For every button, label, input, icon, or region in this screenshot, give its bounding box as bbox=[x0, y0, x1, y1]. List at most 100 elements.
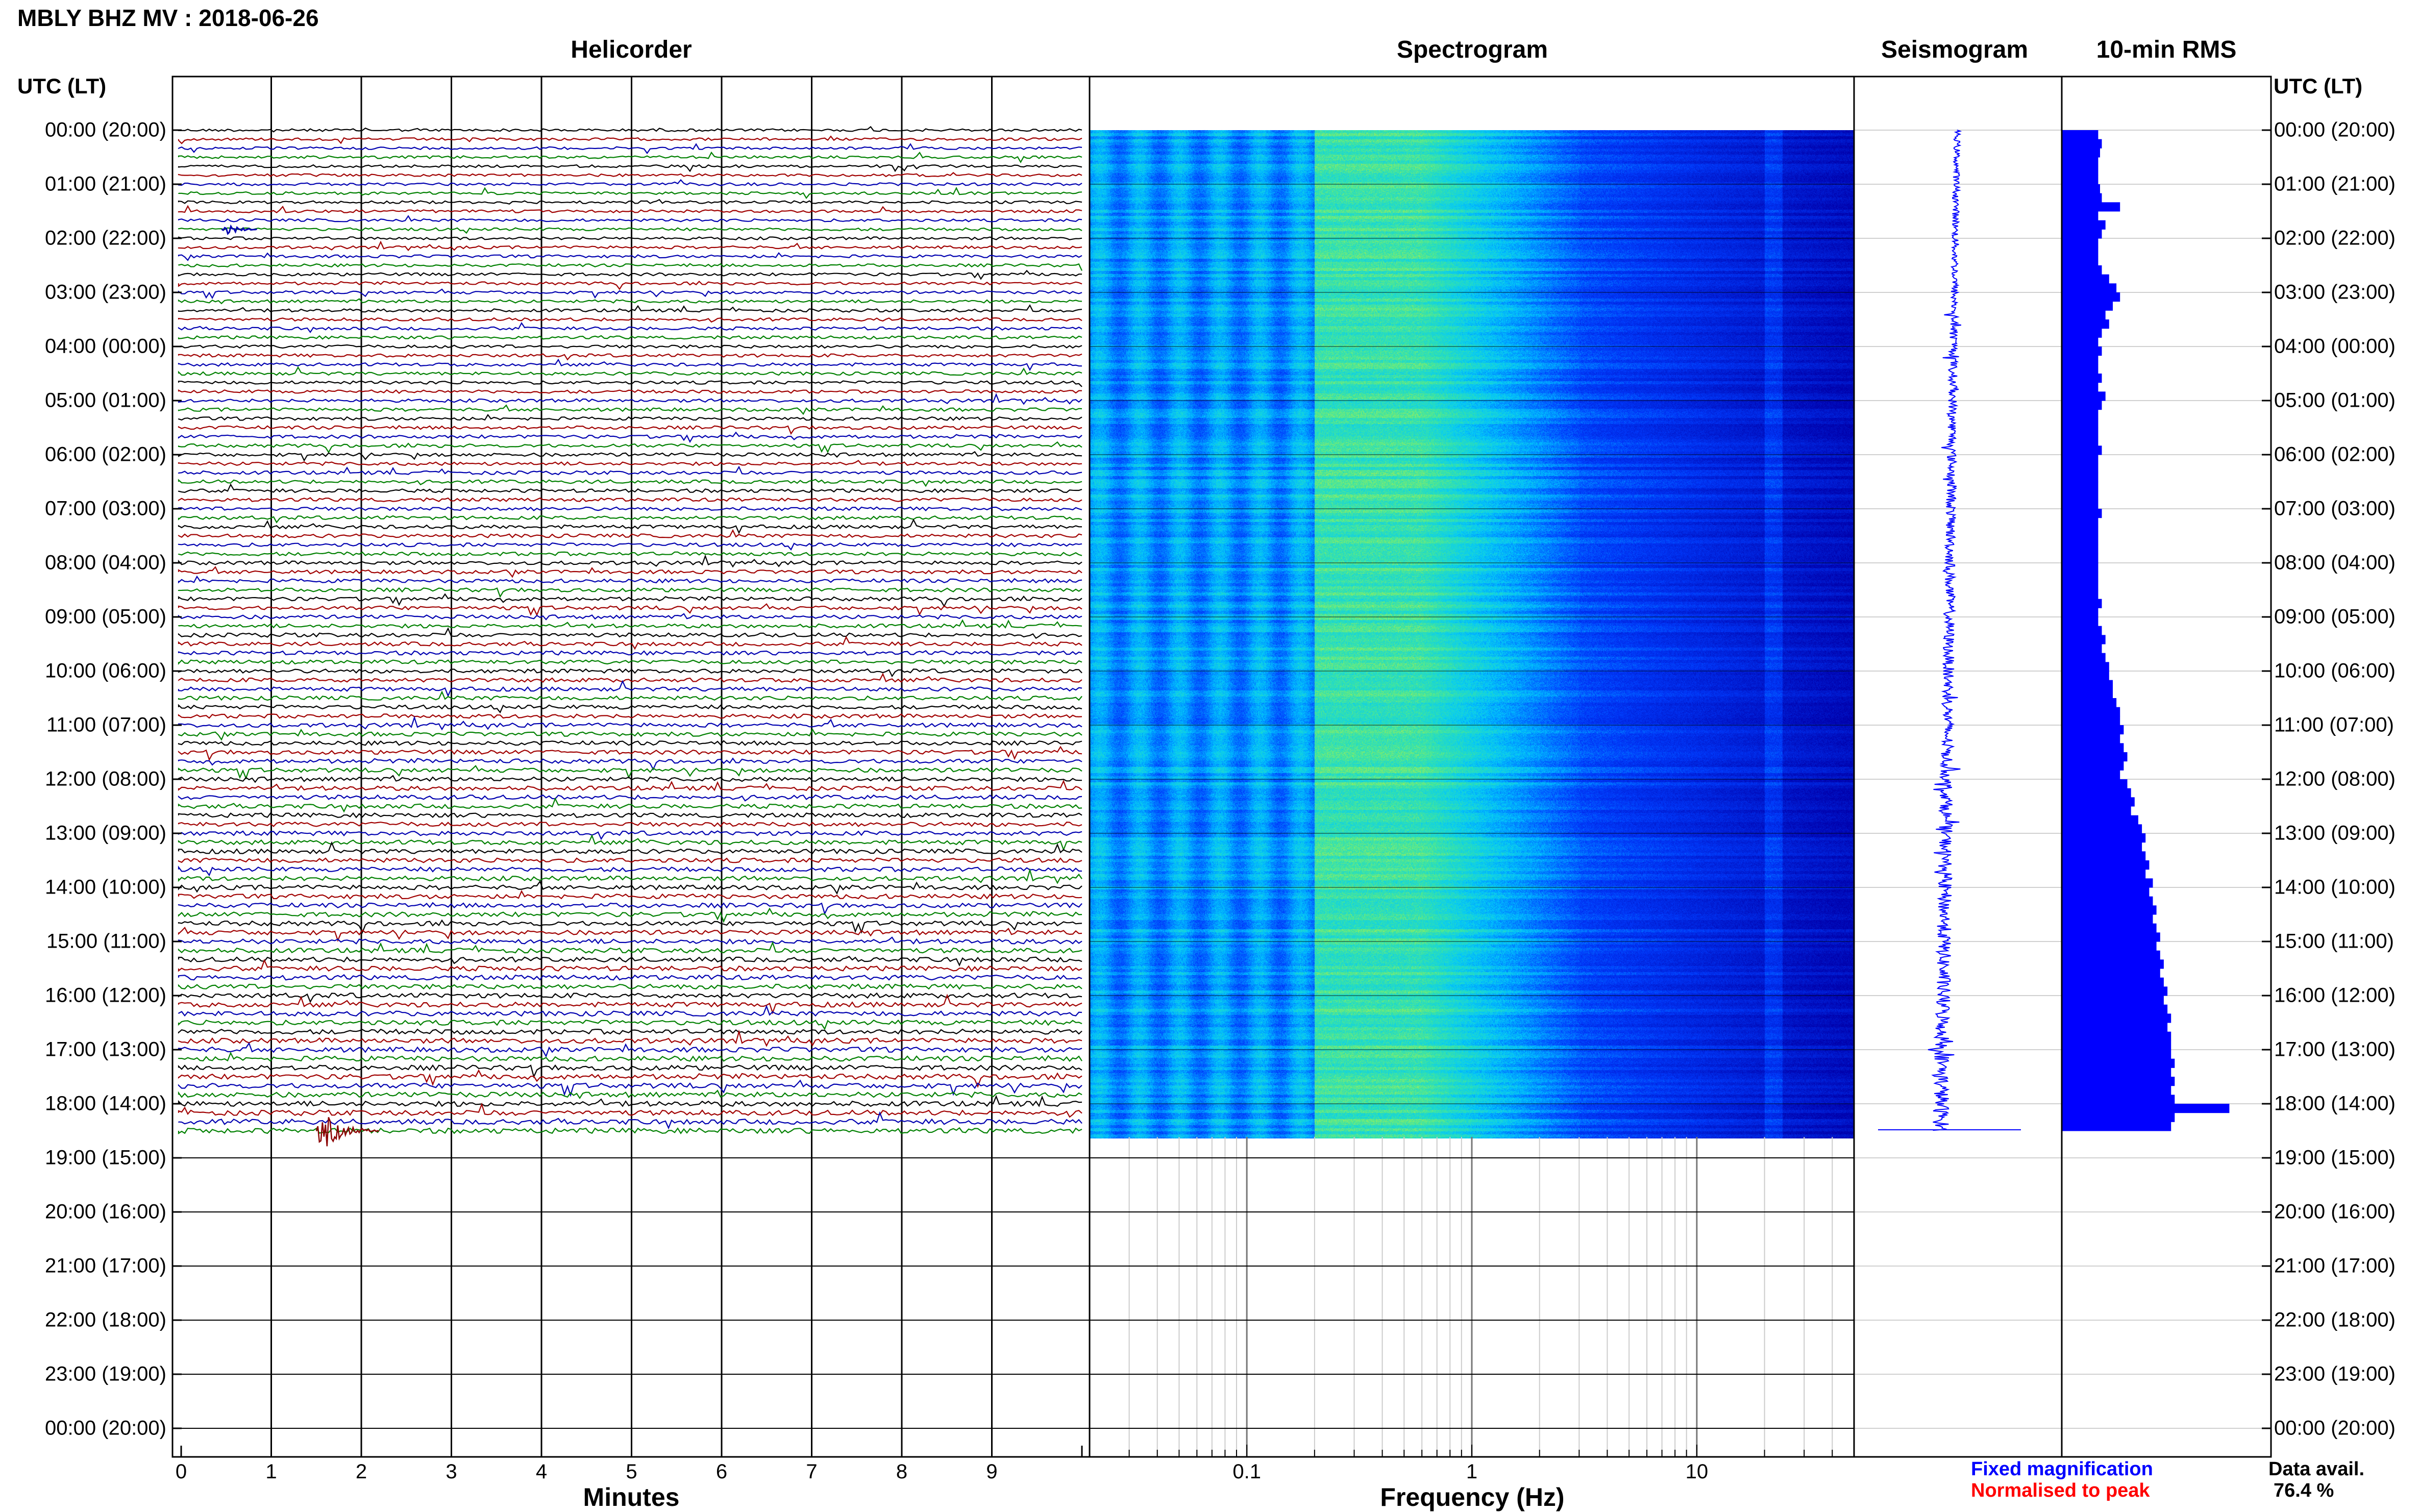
rms-bar bbox=[2062, 1013, 2171, 1023]
helicorder-trace bbox=[178, 673, 1082, 683]
helicorder-trace bbox=[178, 1079, 1082, 1097]
rms-bar bbox=[2062, 265, 2102, 275]
rms-bar bbox=[2062, 220, 2106, 230]
spectrogram-grid bbox=[1089, 184, 1855, 1457]
helicorder-trace bbox=[178, 1111, 1082, 1130]
time-label-right: 01:00 (21:00) bbox=[2274, 172, 2396, 195]
rms-bar bbox=[2062, 1104, 2230, 1113]
helicorder-trace bbox=[178, 199, 1082, 205]
time-label-left: 23:00 (19:00) bbox=[45, 1362, 166, 1385]
helicorder-trace bbox=[178, 186, 1082, 200]
rms-bar bbox=[2062, 653, 2106, 662]
legend-normalised-to-peak: Normalised to peak bbox=[1971, 1480, 2150, 1501]
helicorder-trace bbox=[178, 746, 1082, 761]
rms-bar bbox=[2062, 274, 2109, 284]
helicorder-trace bbox=[178, 451, 1082, 462]
helicorder-trace bbox=[178, 515, 1082, 524]
rms-bar bbox=[2062, 544, 2099, 554]
rms-bar bbox=[2062, 1095, 2175, 1104]
minutes-tick-label: 7 bbox=[806, 1460, 818, 1483]
minutes-tick-label: 3 bbox=[446, 1460, 457, 1483]
minutes-tick-label: 4 bbox=[535, 1460, 548, 1483]
rms-bar bbox=[2062, 689, 2113, 699]
helicorder-trace bbox=[178, 680, 1082, 698]
helicorder-trace bbox=[178, 425, 1082, 435]
rms-bar bbox=[2062, 409, 2099, 419]
helicorder-trace bbox=[178, 797, 1082, 813]
seismogram-trace bbox=[1854, 130, 2062, 1429]
rms-bar bbox=[2062, 346, 2102, 356]
helicorder-trace bbox=[178, 868, 1082, 884]
data-avail-value: 76.4 % bbox=[2274, 1480, 2334, 1501]
helicorder-trace bbox=[178, 404, 1082, 415]
helicorder-trace bbox=[178, 1069, 1082, 1088]
helicorder-trace bbox=[178, 280, 1082, 290]
time-label-right: 03:00 (23:00) bbox=[2274, 281, 2396, 304]
helicorder-trace bbox=[178, 506, 1082, 511]
time-label-left: 15:00 (11:00) bbox=[46, 930, 166, 953]
helicorder-trace bbox=[178, 1095, 1082, 1107]
helicorder-trace bbox=[178, 927, 1082, 942]
rms-bar bbox=[2062, 490, 2099, 500]
time-label-left: 18:00 (14:00) bbox=[45, 1092, 166, 1115]
rms-bar bbox=[2062, 797, 2135, 807]
rms-bar bbox=[2062, 617, 2099, 627]
time-label-left: 14:00 (10:00) bbox=[45, 876, 166, 899]
rms-bar bbox=[2062, 806, 2131, 816]
rms-bar bbox=[2062, 482, 2099, 491]
helicorder-trace bbox=[178, 298, 1082, 305]
time-label-right: 19:00 (15:00) bbox=[2274, 1146, 2396, 1169]
helicorder-trace bbox=[178, 483, 1082, 493]
minutes-tick-label: 5 bbox=[626, 1460, 637, 1483]
rms-bar bbox=[2062, 698, 2117, 708]
helicorder-trace bbox=[178, 830, 1082, 840]
rms-bar bbox=[2062, 130, 2099, 140]
utc-header-left: UTC (LT) bbox=[17, 74, 107, 98]
minutes-tick-label: 6 bbox=[715, 1460, 728, 1483]
time-label-right: 05:00 (01:00) bbox=[2274, 389, 2396, 412]
rms-bar bbox=[2062, 977, 2164, 987]
rms-bar bbox=[2062, 743, 2124, 753]
time-label-left: 00:00 (20:00) bbox=[45, 1417, 166, 1440]
rms-bar bbox=[2062, 301, 2113, 311]
helicorder-trace bbox=[178, 775, 1082, 783]
helicorder-trace bbox=[178, 518, 1082, 534]
helicorder-trace bbox=[178, 1064, 1082, 1079]
helicorder-trace bbox=[178, 983, 1082, 990]
helicorder-trace bbox=[178, 936, 1082, 945]
time-label-left: 04:00 (00:00) bbox=[45, 335, 166, 358]
helicorder-trace bbox=[178, 317, 1082, 323]
event-signal bbox=[221, 224, 257, 235]
rms-bar bbox=[2062, 1031, 2171, 1041]
rms-bar bbox=[2062, 184, 2100, 194]
helicorder-trace bbox=[178, 179, 1082, 186]
rms-bar bbox=[2062, 1112, 2175, 1122]
rms-title: 10-min RMS bbox=[2096, 36, 2237, 63]
helicorder-trace bbox=[178, 593, 1082, 608]
rms-bar bbox=[2062, 310, 2106, 320]
rms-bar bbox=[2062, 509, 2102, 518]
rms-bar bbox=[2062, 148, 2100, 158]
rms-bar bbox=[2062, 914, 2153, 924]
rms-bar bbox=[2062, 680, 2113, 689]
rms-bar bbox=[2062, 734, 2120, 743]
time-label-right: 17:00 (13:00) bbox=[2274, 1038, 2396, 1061]
helicorder-trace bbox=[178, 240, 1082, 252]
rms-bar bbox=[2062, 905, 2157, 915]
rms-bar bbox=[2062, 139, 2102, 148]
rms-bar bbox=[2062, 671, 2109, 681]
rms-bar bbox=[2062, 959, 2164, 969]
time-label-right: 06:00 (02:00) bbox=[2274, 443, 2396, 466]
rms-bar bbox=[2062, 662, 2109, 672]
helicorder-trace bbox=[178, 431, 1082, 443]
rms-bar bbox=[2062, 527, 2099, 536]
rms-bar bbox=[2062, 554, 2099, 563]
helicorder-trace bbox=[178, 1102, 1082, 1118]
rms-bar bbox=[2062, 941, 2157, 951]
rms-bar bbox=[2062, 761, 2124, 771]
helicorder-trace bbox=[178, 465, 1082, 476]
rms-bar bbox=[2062, 869, 2146, 879]
time-label-left: 08:00 (04:00) bbox=[45, 551, 166, 574]
time-label-left: 13:00 (09:00) bbox=[45, 822, 166, 845]
helicorder-trace bbox=[178, 479, 1082, 487]
